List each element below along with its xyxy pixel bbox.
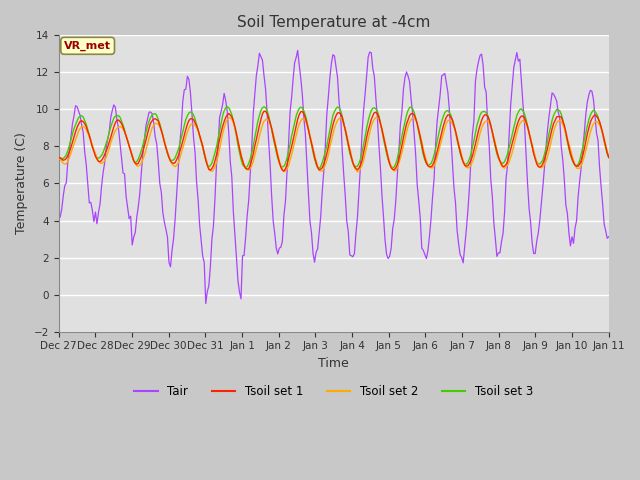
X-axis label: Time: Time bbox=[318, 357, 349, 370]
Y-axis label: Temperature (C): Temperature (C) bbox=[15, 132, 28, 234]
Title: Soil Temperature at -4cm: Soil Temperature at -4cm bbox=[237, 15, 430, 30]
Legend: Tair, Tsoil set 1, Tsoil set 2, Tsoil set 3: Tair, Tsoil set 1, Tsoil set 2, Tsoil se… bbox=[129, 380, 538, 403]
Text: VR_met: VR_met bbox=[64, 41, 111, 51]
